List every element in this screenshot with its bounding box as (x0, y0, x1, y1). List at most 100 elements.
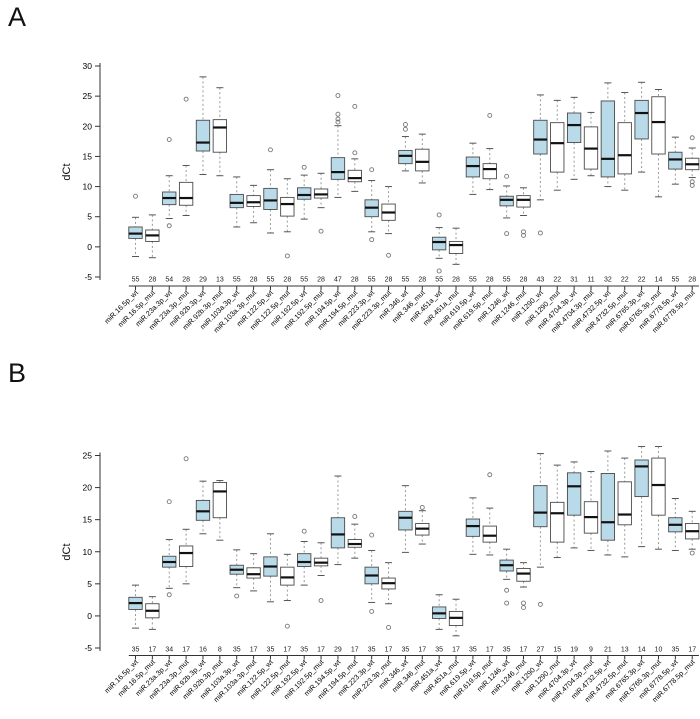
iqr-box (398, 149, 413, 165)
count-label: 28 (418, 277, 426, 284)
iqr-box (634, 99, 649, 140)
box-miR.4704.3p_wt (566, 461, 582, 660)
count-label: 55 (469, 277, 477, 284)
iqr-box (465, 518, 481, 537)
count-label: 55 (300, 277, 308, 284)
box-miR.194.5p_mut (347, 514, 362, 660)
iqr-box (229, 193, 244, 209)
count-label: 28 (486, 277, 494, 284)
outlier-point (436, 212, 442, 218)
y-tick-label: 15 (83, 515, 93, 525)
count-label: 55 (402, 277, 410, 284)
outlier-point (301, 528, 307, 534)
iqr-box (533, 485, 548, 528)
outlier-point (369, 532, 375, 538)
count-label: 19 (570, 647, 578, 654)
outlier-point (284, 253, 290, 259)
box-miR.346_mut (415, 505, 430, 660)
box-miR.4732.5p_wt (600, 450, 616, 660)
count-label: 17 (148, 647, 156, 654)
box-miR.194.5p_wt (330, 93, 346, 290)
outlier-point (166, 592, 172, 598)
outlier-point (386, 625, 391, 630)
count-label: 29 (334, 647, 342, 654)
outlier-point (335, 111, 341, 117)
count-label: 27 (536, 647, 544, 654)
count-label: 16 (199, 647, 207, 654)
count-label: 28 (182, 277, 190, 284)
count-label: 55 (132, 277, 140, 284)
box-miR.6778.5p_mut (685, 135, 700, 290)
iqr-box (432, 236, 447, 251)
count-label: 13 (216, 277, 224, 284)
iqr-box (280, 566, 295, 586)
outlier-point (335, 116, 341, 122)
box-miR.619.5p_wt (465, 142, 481, 290)
count-label: 17 (351, 647, 359, 654)
box-miR.23a.3p_mut (178, 96, 194, 290)
count-label: 35 (368, 647, 376, 654)
iqr-box (212, 119, 227, 153)
iqr-box (516, 195, 531, 208)
box-miR.4704.3p_mut (583, 111, 599, 290)
outlier-point (504, 173, 510, 179)
box-miR.1246_wt (499, 548, 514, 660)
box-miR.122.5p_wt (263, 147, 278, 290)
outlier-point (689, 550, 695, 556)
iqr-box (195, 119, 211, 152)
y-tick-label: 30 (83, 61, 93, 71)
outlier-point (402, 126, 408, 132)
iqr-box (634, 459, 649, 498)
box-miR.223.3p_wt (364, 532, 379, 660)
outlier-point (183, 456, 189, 462)
y-tick-label: 0 (87, 242, 92, 252)
count-label: 17 (182, 647, 190, 654)
box-miR.346_wt (398, 122, 413, 290)
box-miR.4732.5p_mut (617, 92, 632, 290)
count-label: 11 (587, 277, 594, 284)
count-label: 35 (402, 647, 410, 654)
box-miR.1246_mut (516, 562, 531, 660)
count-label: 15 (553, 647, 561, 654)
iqr-box (297, 187, 312, 200)
box-miR.16.5p_mut (145, 214, 160, 290)
count-label: 17 (452, 647, 460, 654)
outlier-point (369, 237, 375, 243)
box-miR.122.5p_wt (263, 533, 278, 660)
box-miR.192.5p_mut (313, 542, 329, 660)
box-miR.1246_mut (516, 187, 531, 290)
outlier-point (521, 232, 526, 238)
box-miR.103a.3p_wt (229, 176, 244, 290)
outlier-point (335, 119, 341, 125)
iqr-box (482, 163, 497, 180)
y-tick-label: -5 (84, 643, 92, 653)
outlier-point (402, 122, 408, 127)
iqr-box (651, 457, 666, 516)
box-miR.6765.3p_mut (651, 89, 666, 290)
box-miR.619.5p_mut (482, 472, 497, 660)
iqr-box (499, 195, 514, 207)
count-label: 28 (317, 277, 325, 284)
iqr-box (668, 151, 683, 170)
iqr-box (246, 567, 261, 579)
count-label: 17 (385, 647, 393, 654)
count-label: 14 (655, 277, 663, 284)
iqr-box (330, 517, 346, 549)
count-label: 35 (503, 647, 511, 654)
outlier-point (234, 593, 240, 599)
box-miR.16.5p_mut (145, 596, 160, 660)
count-label: 35 (469, 647, 477, 654)
box-miR.4704.3p_mut (583, 471, 599, 660)
box-miR.122.5p_mut (280, 178, 295, 290)
box-miR.192.5p_mut (313, 172, 329, 290)
iqr-box (617, 481, 632, 526)
y-tick-label: 5 (87, 212, 92, 222)
iqr-box (398, 510, 413, 531)
iqr-box (212, 482, 227, 519)
box-miR.6778.5p_wt (668, 136, 683, 290)
iqr-box (297, 553, 312, 567)
box-miR.1290_mut (550, 99, 565, 290)
iqr-box (550, 501, 565, 543)
